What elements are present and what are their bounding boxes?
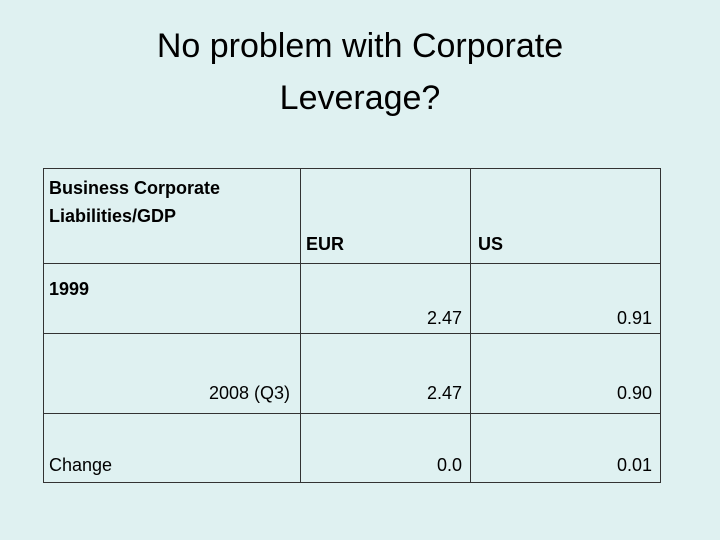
row-label: 2008 (Q3) [208, 383, 290, 403]
column-rule [470, 168, 471, 483]
row-label: Change [49, 455, 113, 475]
cell: 2.47 [426, 308, 462, 328]
table-frame [43, 168, 661, 483]
slide-title: No problem with Corporate Leverage? [156, 27, 564, 117]
header-cell: US [478, 234, 504, 254]
row-rule [43, 333, 661, 334]
column-rule [300, 168, 301, 483]
header-cell: Business Corporate Liabilities/GDP [49, 178, 221, 226]
cell: 0.91 [616, 308, 652, 328]
cell: 0.01 [616, 455, 652, 475]
row-label: 1999 [49, 279, 90, 299]
row-rule [43, 413, 661, 414]
header-cell: EUR [306, 234, 345, 254]
cell: 0.0 [436, 455, 462, 475]
row-rule [43, 263, 661, 264]
cell: 0.90 [616, 383, 652, 403]
cell: 2.47 [426, 383, 462, 403]
